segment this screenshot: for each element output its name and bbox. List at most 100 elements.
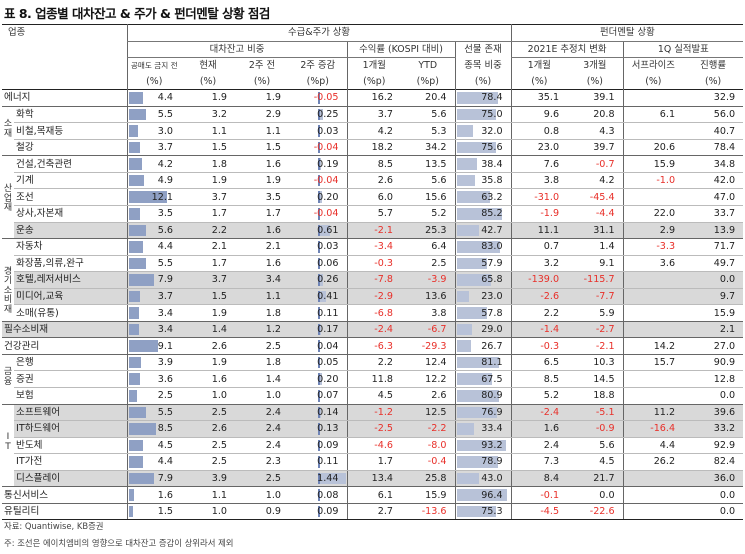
value-bar	[317, 274, 323, 286]
value-cell: 2.3	[235, 453, 290, 471]
value-cell: -0.4	[401, 453, 456, 471]
value-cell: 23.0	[454, 288, 512, 306]
value-cell: 39.7	[567, 139, 624, 157]
value-cell: -0.05	[289, 89, 348, 107]
value-text: 1.1	[265, 125, 282, 137]
value-text: -3.3	[656, 241, 676, 253]
table-row: IT하드웨어 8.5 2.6 2.4 0.13 -2.5 -2.2 33.4 1.6 -0.9 -1…	[2, 420, 744, 438]
value-text: -2.6	[540, 291, 560, 303]
value-cell: 7.9	[126, 271, 182, 289]
zero-tick	[317, 439, 320, 452]
return-subheader: 수익률 (KOSPI 대비)	[346, 41, 456, 59]
industry-name: 소프트웨어	[14, 404, 128, 422]
value-text: 85.2	[481, 208, 503, 220]
value-text: 0.0	[599, 489, 615, 501]
value-cell: 12.5	[401, 404, 456, 422]
value-text: 0.0	[719, 506, 736, 518]
zero-tick	[317, 191, 320, 204]
value-text: 5.6	[431, 175, 447, 187]
value-cell: 3.4	[126, 321, 182, 339]
value-cell: 9.1	[567, 255, 624, 273]
value-cell: 2.4	[235, 404, 290, 422]
value-bar	[456, 472, 480, 485]
value-text: -139.0	[528, 274, 560, 286]
zero-tick	[317, 356, 320, 369]
value-cell: -2.1	[346, 222, 402, 240]
zero-tick	[317, 224, 320, 237]
value-cell: 5.6	[401, 106, 456, 124]
value-cell: -2.9	[346, 288, 402, 306]
value-text: 29.0	[481, 324, 503, 336]
value-bar	[128, 241, 143, 253]
value-text: 0.0	[719, 489, 736, 501]
industry-name: 비철,목재등	[14, 122, 128, 140]
value-cell: 1.8	[181, 155, 236, 173]
zero-tick	[317, 505, 320, 518]
value-cell: 6.4	[401, 238, 456, 256]
value-text: 2.2	[377, 357, 394, 369]
value-cell: 4.4	[126, 238, 182, 256]
table-row: 호텔,레저서비스 7.9 3.7 3.4 0.26 -7.8 -3.9 65.8 -139.0 -…	[2, 271, 744, 289]
value-bar	[128, 92, 143, 104]
value-text: 0.08	[317, 489, 339, 501]
value-cell: 8.5	[346, 155, 402, 173]
value-bar	[128, 158, 142, 170]
value-cell: 5.6	[126, 222, 182, 240]
value-cell: 0.26	[289, 271, 348, 289]
value-bar	[317, 472, 346, 485]
value-cell: 1.8	[235, 354, 290, 372]
value-text: 2.1	[719, 324, 736, 336]
value-text: 0.07	[317, 390, 339, 402]
value-bar	[128, 224, 147, 237]
value-cell: 3.4	[235, 271, 290, 289]
value-cell: 2.6	[181, 337, 236, 355]
value-text: 2.5	[265, 340, 282, 352]
table-row: 소매(유통) 3.4 1.9 1.8 0.11 -6.8 3.8 57.8 2.2 5.9 15.9	[2, 304, 744, 322]
value-text: 1.0	[211, 506, 228, 518]
value-text: -2.4	[540, 406, 560, 418]
value-text: -6.7	[427, 324, 447, 336]
unit-label: (%)	[622, 73, 684, 90]
value-cell: -6.8	[346, 304, 402, 322]
value-text: 0.06	[317, 257, 339, 269]
industry-name: 철강	[14, 139, 128, 157]
value-bar	[456, 505, 497, 518]
balance-subheader: 대차잔고 비중	[126, 41, 348, 59]
value-bar	[456, 406, 498, 419]
industry-name: 호텔,레저서비스	[14, 271, 128, 289]
col-header: 1개월	[346, 57, 402, 74]
value-cell: 34.8	[683, 155, 744, 173]
value-text: 3.5	[157, 208, 174, 220]
value-text: 56.0	[713, 109, 736, 120]
value-text: 3.7	[157, 291, 174, 303]
value-cell: -2.7	[567, 321, 624, 339]
value-cell: 13.6	[401, 288, 456, 306]
value-text: 25.8	[425, 473, 447, 485]
table-row: 통신서비스 1.6 1.1 1.0 0.08 6.1 15.9 96.4 -0.1 0.0 0.0	[2, 486, 744, 504]
value-cell: 0.07	[289, 387, 348, 405]
value-text: 2.5	[157, 390, 174, 402]
value-cell: -0.04	[289, 205, 348, 223]
zero-tick	[317, 174, 320, 187]
value-cell: 0.14	[289, 404, 348, 422]
value-text: -0.1	[540, 489, 560, 501]
value-text: 0.13	[317, 423, 339, 435]
value-text: 0.11	[317, 307, 339, 319]
value-text: 4.2	[599, 175, 615, 187]
unit-label: (%)	[586, 75, 603, 87]
value-cell: 1.9	[181, 89, 236, 107]
value-cell: 2.5	[235, 337, 290, 355]
value-text: 0.14	[317, 406, 339, 418]
value-cell: 2.4	[235, 437, 290, 455]
value-text: 75.3	[481, 506, 503, 518]
value-text: 83.0	[481, 241, 503, 253]
value-text: 0.09	[317, 439, 339, 451]
value-cell: 2.4	[510, 437, 568, 455]
value-cell: 6.1	[622, 106, 684, 124]
value-bar	[456, 191, 490, 204]
value-cell: 5.5	[126, 404, 182, 422]
value-cell: 12.4	[401, 354, 456, 372]
value-cell: 18.2	[346, 139, 402, 157]
